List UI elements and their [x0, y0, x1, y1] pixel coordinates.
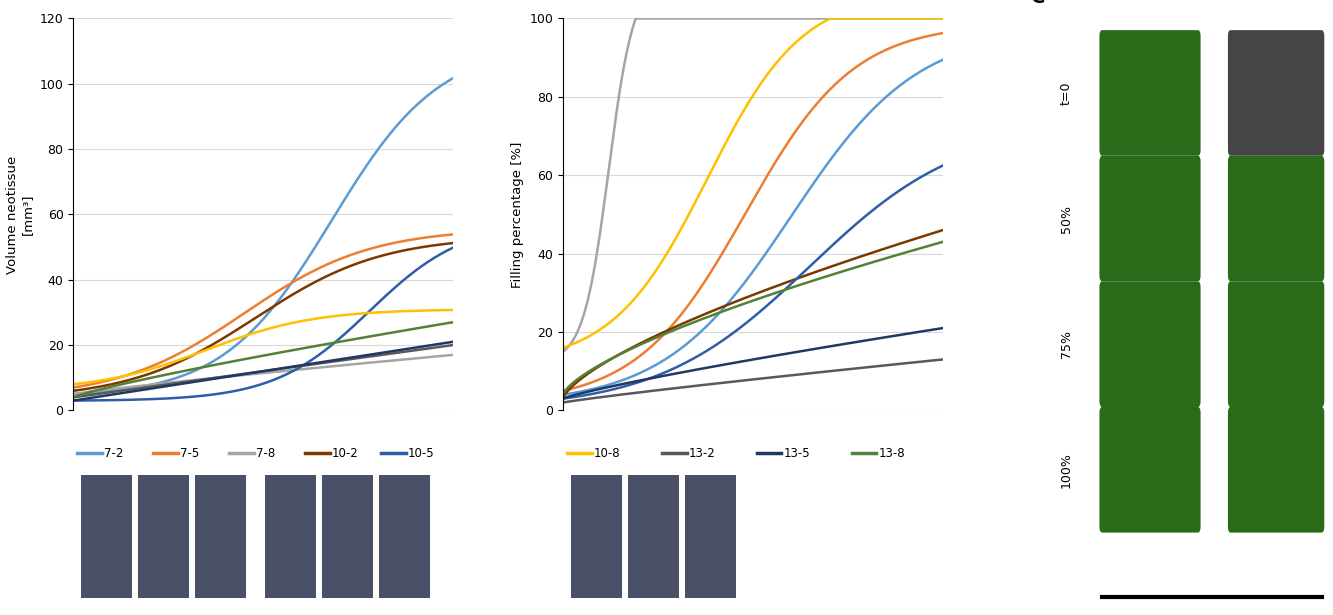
Text: t=0: t=0 — [1060, 81, 1073, 105]
FancyBboxPatch shape — [1228, 407, 1324, 533]
Text: 10-2: 10-2 — [332, 446, 359, 460]
Bar — [265, 475, 316, 598]
Bar — [379, 475, 431, 598]
Text: 75%: 75% — [1060, 330, 1073, 358]
Text: 7-8: 7-8 — [256, 446, 275, 460]
FancyBboxPatch shape — [1228, 30, 1324, 156]
Bar — [137, 475, 189, 598]
Text: B: B — [499, 0, 513, 3]
Text: Non-dimensional time: Non-dimensional time — [179, 438, 348, 453]
Bar — [323, 475, 373, 598]
Bar — [81, 475, 132, 598]
FancyBboxPatch shape — [1100, 282, 1201, 407]
Text: 13-8: 13-8 — [878, 446, 905, 460]
FancyBboxPatch shape — [1100, 30, 1201, 156]
Text: 10-5: 10-5 — [408, 446, 435, 460]
FancyBboxPatch shape — [1100, 156, 1201, 282]
Text: 50%: 50% — [1060, 205, 1073, 232]
Y-axis label: Volume neotissue
[mm³]: Volume neotissue [mm³] — [7, 156, 35, 274]
Text: 7-5: 7-5 — [180, 446, 199, 460]
FancyBboxPatch shape — [1228, 282, 1324, 407]
Bar — [628, 475, 678, 598]
Y-axis label: Filling percentage [%]: Filling percentage [%] — [511, 141, 524, 288]
Text: 100%: 100% — [1060, 452, 1073, 488]
Bar — [571, 475, 623, 598]
FancyBboxPatch shape — [1228, 156, 1324, 282]
Text: 10-8: 10-8 — [593, 446, 620, 460]
Text: A: A — [9, 0, 24, 3]
Text: Non-dimensional time: Non-dimensional time — [669, 438, 837, 453]
Text: 13-5: 13-5 — [784, 446, 810, 460]
Bar — [685, 475, 736, 598]
FancyBboxPatch shape — [1100, 407, 1201, 533]
Bar — [195, 475, 247, 598]
Text: C: C — [1032, 0, 1045, 7]
Text: 7-2: 7-2 — [104, 446, 123, 460]
Text: 13-2: 13-2 — [688, 446, 716, 460]
